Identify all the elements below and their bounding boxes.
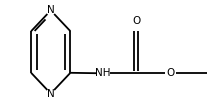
- Text: N: N: [47, 5, 55, 15]
- Text: NH: NH: [95, 68, 111, 78]
- Text: N: N: [47, 89, 55, 99]
- Text: O: O: [132, 16, 140, 26]
- Text: O: O: [167, 68, 175, 78]
